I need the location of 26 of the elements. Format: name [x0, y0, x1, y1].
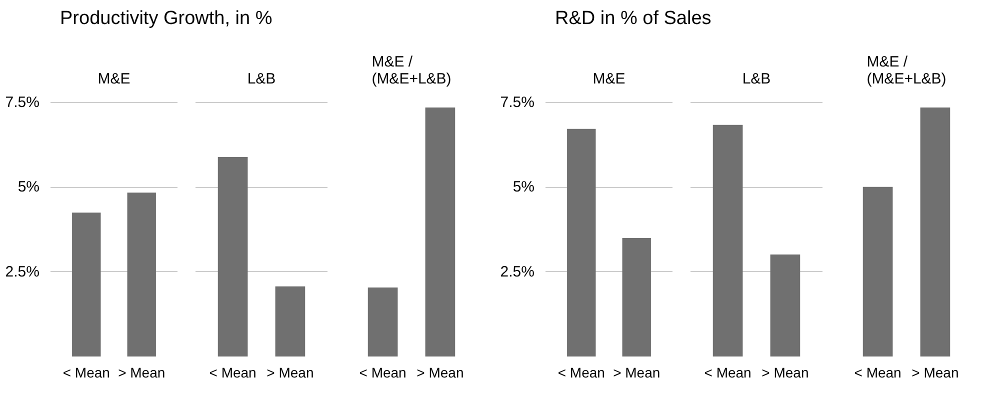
x-tick-label: < Mean [359, 364, 406, 380]
x-tick-label: > Mean [118, 364, 166, 380]
chart-title: R&D in % of Sales [555, 7, 712, 31]
y-tick-label: 7.5% [500, 94, 535, 111]
y-tick-label: 7.5% [5, 94, 40, 111]
x-tick-label: > Mean [762, 364, 809, 380]
x-tick-label: > Mean [912, 364, 959, 380]
chart-subtitle: M&E [592, 70, 626, 88]
y-tick-label: 2.5% [5, 263, 40, 280]
chart-subtitle: L&B [247, 70, 276, 88]
x-tick-label: < Mean [62, 364, 110, 380]
x-tick-label: < Mean [209, 364, 256, 380]
chart-subtitle: M&E / (M&E+L&B) [866, 54, 946, 88]
x-tick-label: < Mean [854, 364, 902, 380]
chart-subtitle: M&E [98, 70, 130, 88]
chart-subtitle: M&E / (M&E+L&B) [372, 54, 452, 88]
x-tick-label: > Mean [266, 364, 314, 380]
x-tick-label: > Mean [613, 364, 660, 380]
x-tick-label: > Mean [416, 364, 464, 380]
x-tick-label: < Mean [558, 364, 605, 380]
y-tick-label: 2.5% [500, 263, 535, 280]
y-tick-label: 5% [18, 178, 40, 196]
y-tick-label: 5% [512, 178, 535, 196]
chart-title: Productivity Growth, in % [60, 7, 272, 31]
x-tick-label: < Mean [704, 364, 752, 380]
chart-subtitle: L&B [742, 70, 771, 88]
